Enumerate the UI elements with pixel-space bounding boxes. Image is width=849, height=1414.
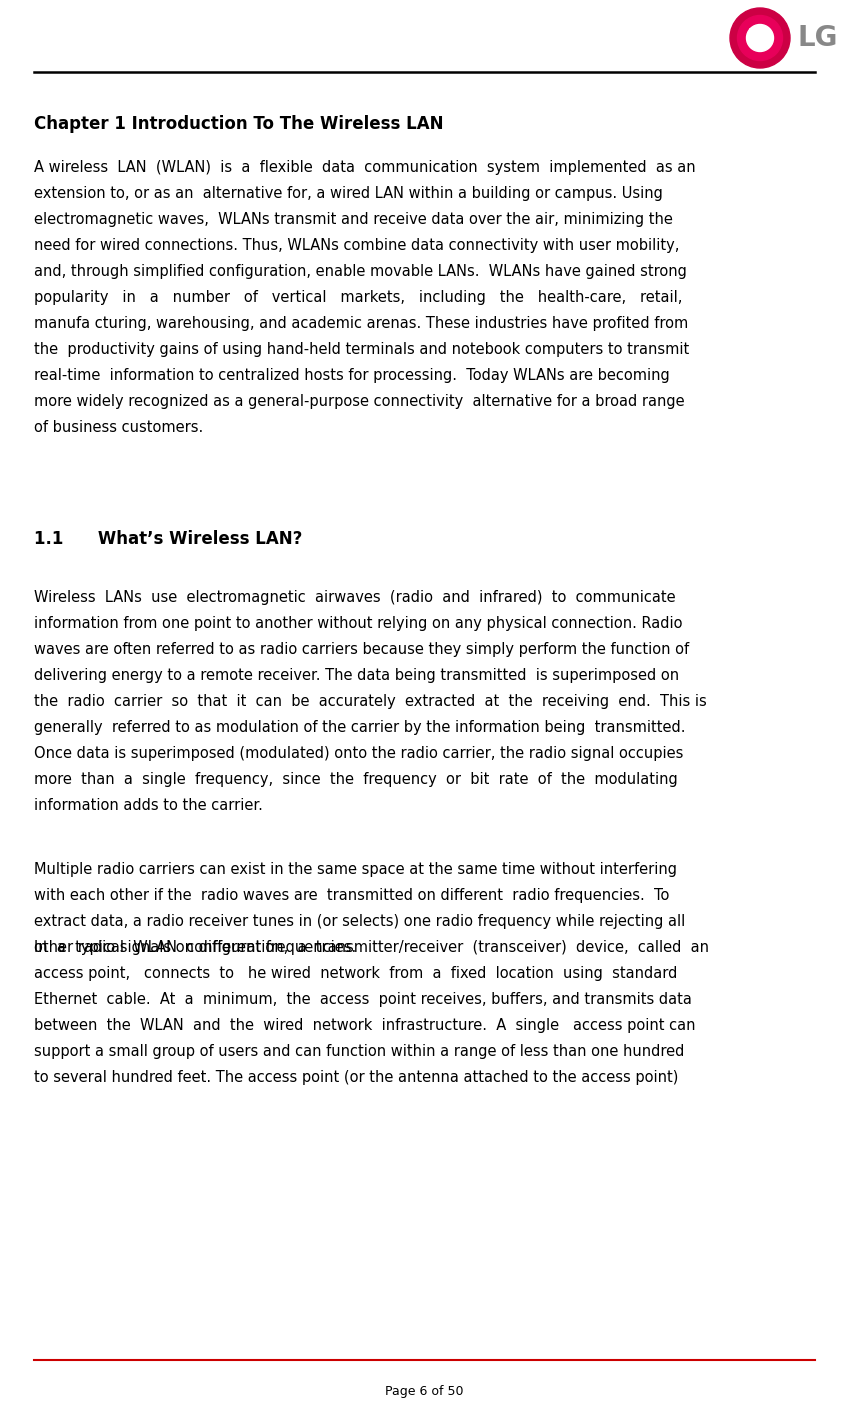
Text: generally  referred to as modulation of the carrier by the information being  tr: generally referred to as modulation of t… (34, 720, 685, 735)
Text: A wireless  LAN  (WLAN)  is  a  flexible  data  communication  system  implement: A wireless LAN (WLAN) is a flexible data… (34, 160, 695, 175)
Text: Chapter 1 Introduction To The Wireless LAN: Chapter 1 Introduction To The Wireless L… (34, 115, 443, 133)
Text: the  productivity gains of using hand-held terminals and notebook computers to t: the productivity gains of using hand-hel… (34, 342, 689, 356)
Circle shape (738, 16, 783, 61)
Text: Multiple radio carriers can exist in the same space at the same time without int: Multiple radio carriers can exist in the… (34, 863, 677, 877)
Text: In  a  typical  WLAN  configuration,  a  transmitter/receiver  (transceiver)  de: In a typical WLAN configuration, a trans… (34, 940, 709, 954)
Text: need for wired connections. Thus, WLANs combine data connectivity with user mobi: need for wired connections. Thus, WLANs … (34, 238, 679, 253)
Circle shape (730, 8, 790, 68)
Text: with each other if the  radio waves are  transmitted on different  radio frequen: with each other if the radio waves are t… (34, 888, 669, 904)
Text: electromagnetic waves,  WLANs transmit and receive data over the air, minimizing: electromagnetic waves, WLANs transmit an… (34, 212, 673, 228)
Text: the  radio  carrier  so  that  it  can  be  accurately  extracted  at  the  rece: the radio carrier so that it can be accu… (34, 694, 706, 708)
Text: Wireless  LANs  use  electromagnetic  airwaves  (radio  and  infrared)  to  comm: Wireless LANs use electromagnetic airwav… (34, 590, 676, 605)
Text: Ethernet  cable.  At  a  minimum,  the  access  point receives, buffers, and tra: Ethernet cable. At a minimum, the access… (34, 993, 692, 1007)
Text: G: G (762, 35, 772, 45)
Text: Once data is superimposed (modulated) onto the radio carrier, the radio signal o: Once data is superimposed (modulated) on… (34, 747, 683, 761)
Text: Page 6 of 50: Page 6 of 50 (385, 1384, 464, 1398)
Text: support a small group of users and can function within a range of less than one : support a small group of users and can f… (34, 1044, 684, 1059)
Text: waves are often referred to as radio carriers because they simply perform the fu: waves are often referred to as radio car… (34, 642, 689, 658)
Text: real-time  information to centralized hosts for processing.  Today WLANs are bec: real-time information to centralized hos… (34, 368, 670, 383)
Text: LG: LG (798, 24, 838, 52)
Text: information adds to the carrier.: information adds to the carrier. (34, 797, 263, 813)
Text: more  than  a  single  frequency,  since  the  frequency  or  bit  rate  of  the: more than a single frequency, since the … (34, 772, 678, 788)
Text: information from one point to another without relying on any physical connection: information from one point to another wi… (34, 617, 683, 631)
Text: between  the  WLAN  and  the  wired  network  infrastructure.  A  single   acces: between the WLAN and the wired network i… (34, 1018, 695, 1034)
Text: extension to, or as an  alternative for, a wired LAN within a building or campus: extension to, or as an alternative for, … (34, 187, 663, 201)
Text: delivering energy to a remote receiver. The data being transmitted  is superimpo: delivering energy to a remote receiver. … (34, 667, 679, 683)
Text: and, through simplified configuration, enable movable LANs.  WLANs have gained s: and, through simplified configuration, e… (34, 264, 687, 279)
Text: 1.1      What’s Wireless LAN?: 1.1 What’s Wireless LAN? (34, 530, 302, 549)
Circle shape (746, 24, 773, 51)
Text: to several hundred feet. The access point (or the antenna attached to the access: to several hundred feet. The access poin… (34, 1070, 678, 1085)
Text: of business customers.: of business customers. (34, 420, 203, 436)
Text: extract data, a radio receiver tunes in (or selects) one radio frequency while r: extract data, a radio receiver tunes in … (34, 913, 685, 929)
Text: access point,   connects  to   he wired  network  from  a  fixed  location  usin: access point, connects to he wired netwo… (34, 966, 678, 981)
Text: other radio signals on different frequencies.: other radio signals on different frequen… (34, 940, 357, 954)
Text: popularity   in   a   number   of   vertical   markets,   including   the   heal: popularity in a number of vertical marke… (34, 290, 683, 305)
Text: L: L (747, 28, 756, 44)
Text: more widely recognized as a general-purpose connectivity  alternative for a broa: more widely recognized as a general-purp… (34, 395, 684, 409)
Text: manufa cturing, warehousing, and academic arenas. These industries have profited: manufa cturing, warehousing, and academi… (34, 315, 689, 331)
